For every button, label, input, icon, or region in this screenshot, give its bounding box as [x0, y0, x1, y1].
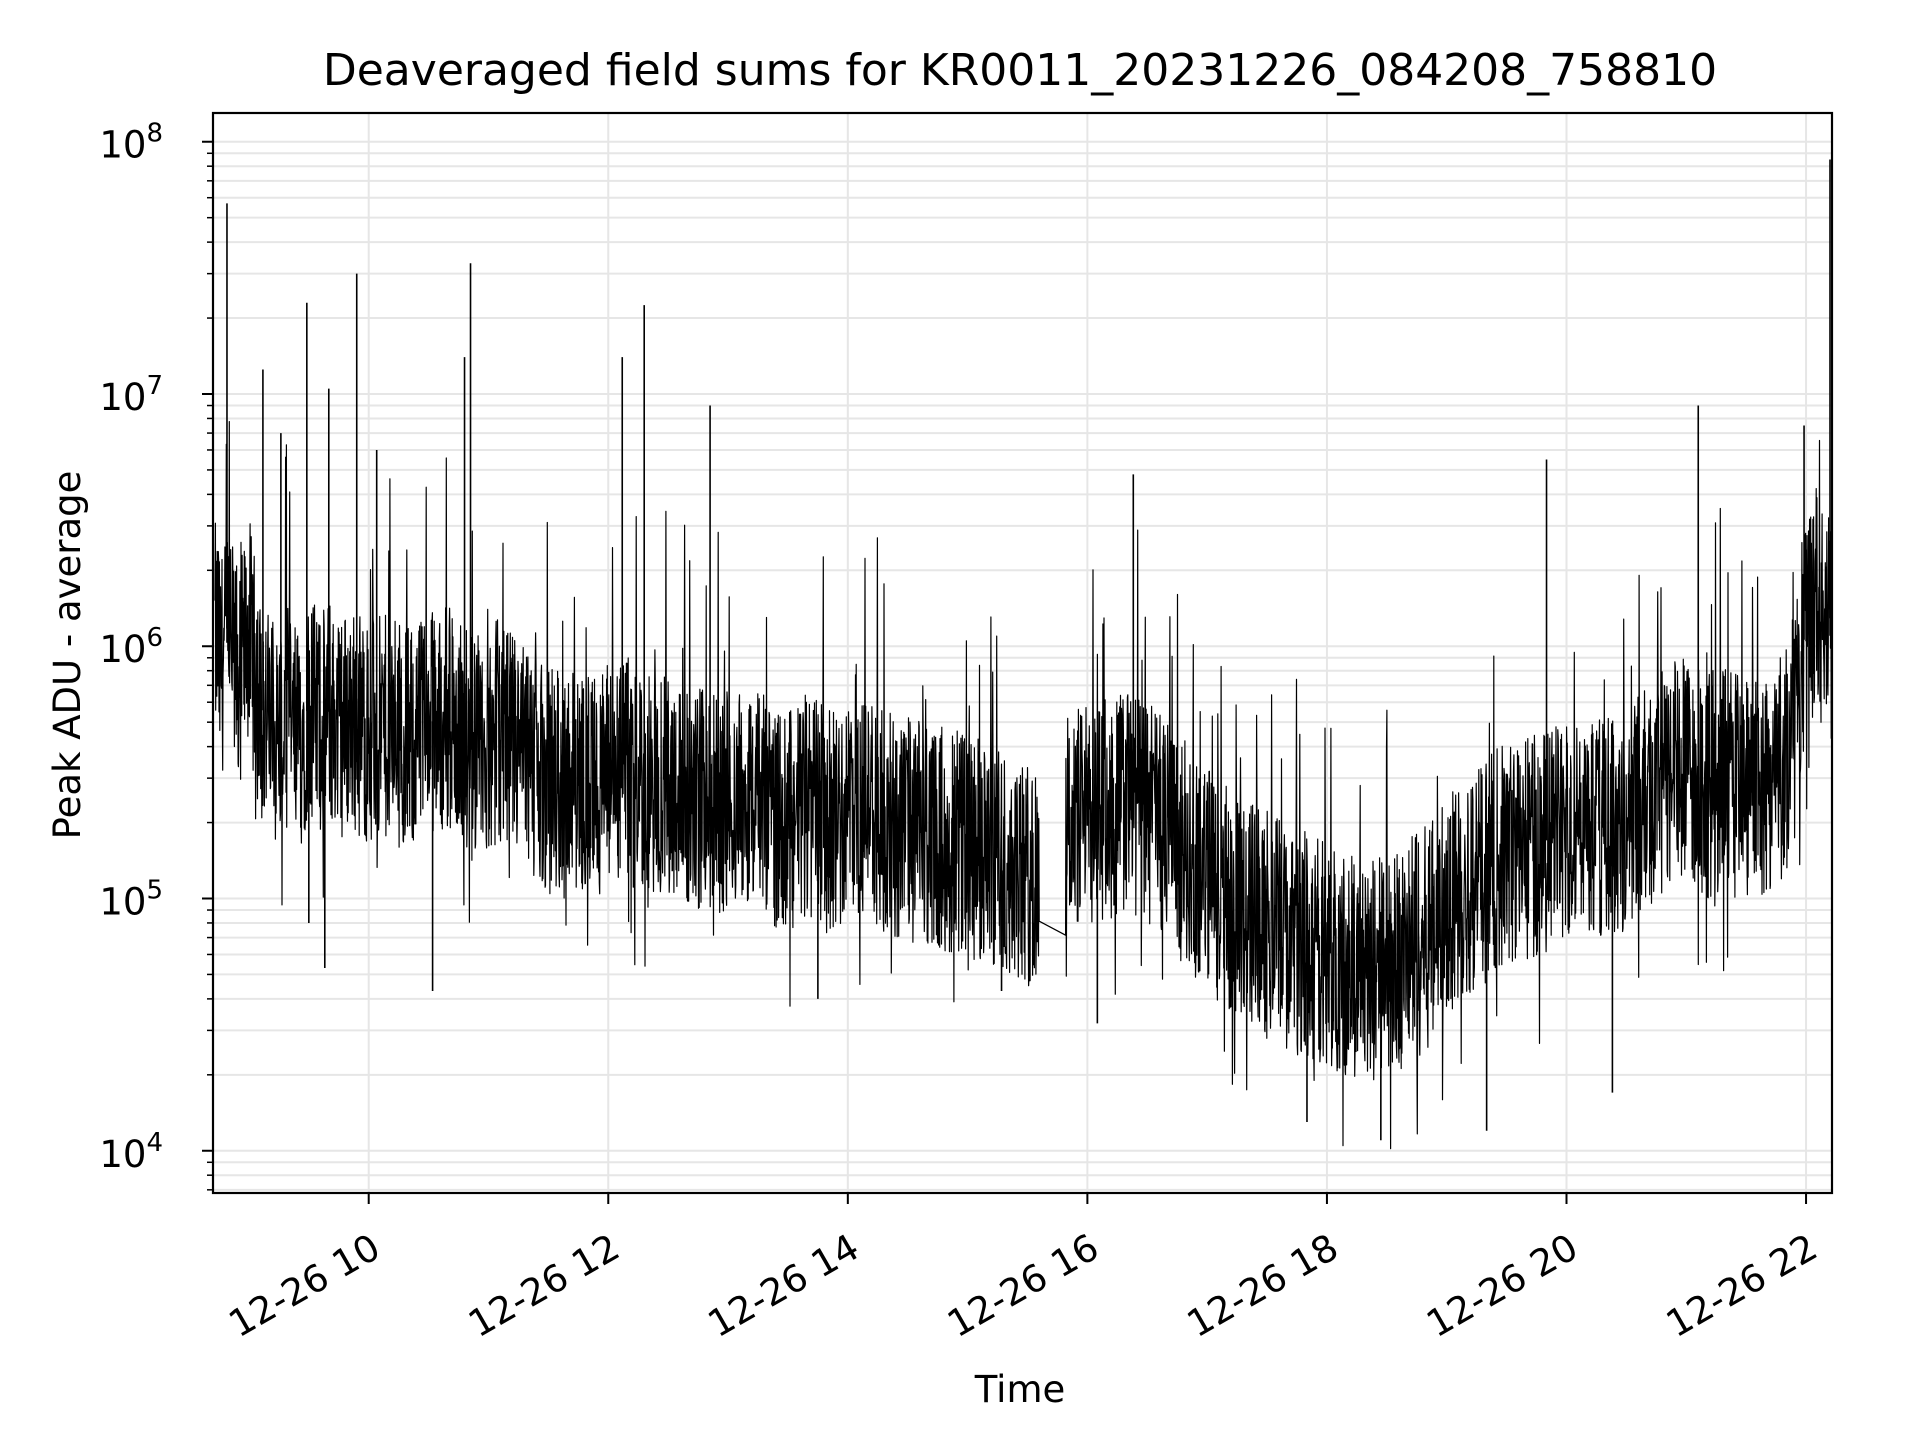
y-tick-label: 108: [99, 119, 163, 167]
y-tick-label: 107: [99, 371, 163, 419]
y-tick-label: 105: [99, 875, 163, 923]
y-tick-label: 106: [99, 623, 163, 671]
series-lines: [214, 159, 1833, 1150]
y-axis-label: Peak ADU - average: [46, 471, 89, 840]
y-tick-label: 104: [99, 1128, 163, 1176]
chart-title: Deaveraged field sums for KR0011_2023122…: [323, 45, 1717, 96]
plot-area-frame: [211, 111, 1834, 1195]
x-axis-label: Time: [974, 1368, 1066, 1411]
series-trace: [214, 421, 1833, 1150]
